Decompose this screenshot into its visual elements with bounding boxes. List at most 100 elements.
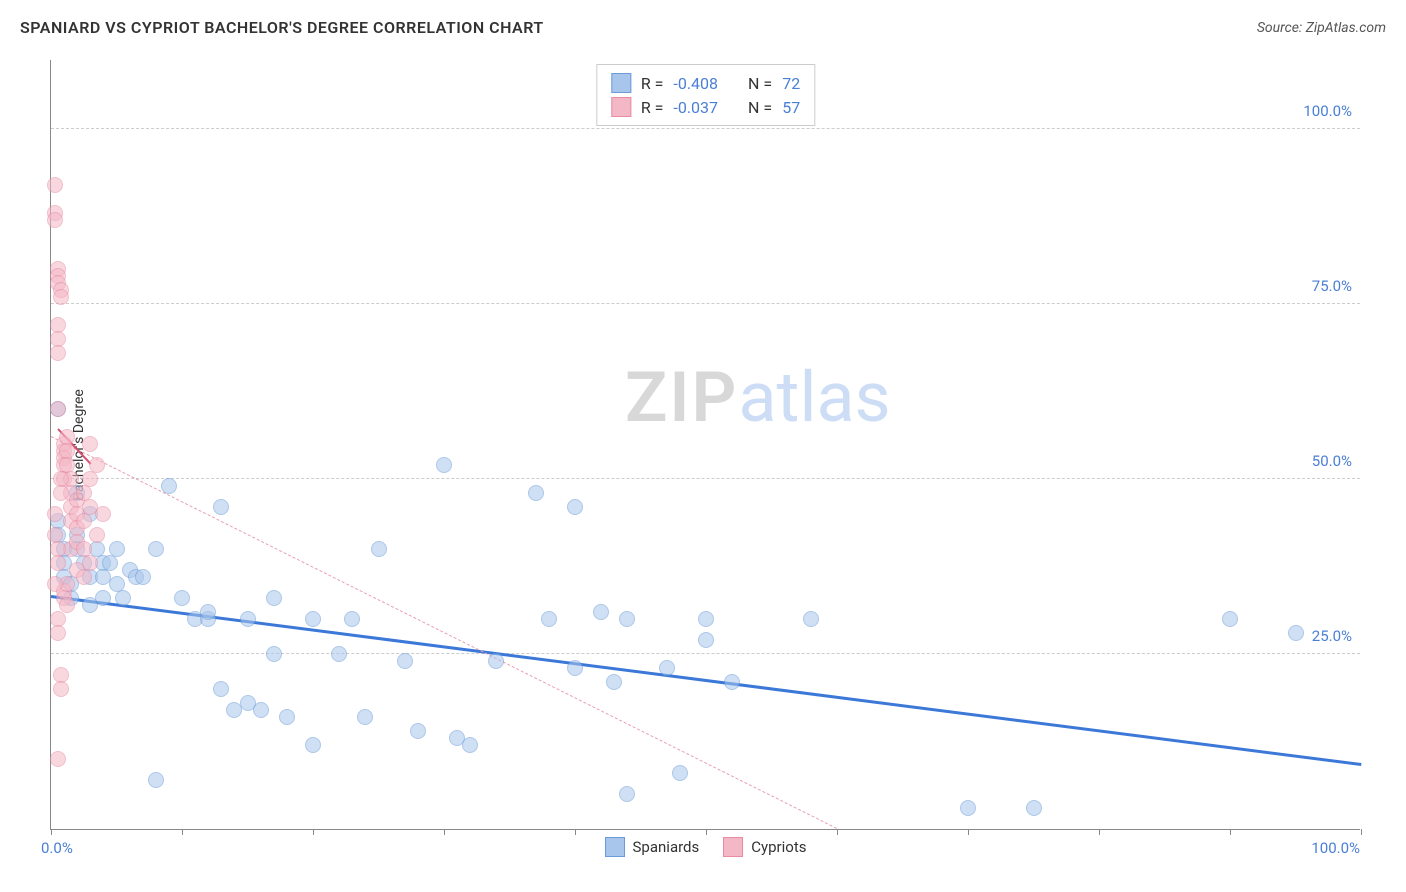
data-point (1288, 625, 1304, 641)
data-point (50, 345, 66, 361)
data-point (724, 674, 740, 690)
data-point (541, 611, 557, 627)
data-point (659, 660, 675, 676)
data-point (619, 611, 635, 627)
data-point (47, 177, 63, 193)
data-point (213, 499, 229, 515)
data-point (397, 653, 413, 669)
data-point (305, 611, 321, 627)
data-point (488, 653, 504, 669)
data-point (213, 681, 229, 697)
grid-line (51, 303, 1360, 304)
watermark: ZIPatlas (625, 357, 891, 439)
data-point (279, 709, 295, 725)
data-point (95, 506, 111, 522)
data-point (89, 457, 105, 473)
data-point (82, 555, 98, 571)
data-point (102, 555, 118, 571)
x-tick (1230, 829, 1231, 835)
data-point (50, 751, 66, 767)
data-point (76, 569, 92, 585)
watermark-zip: ZIP (625, 357, 738, 439)
data-point (95, 590, 111, 606)
chart-header: SPANIARD VS CYPRIOT BACHELOR'S DEGREE CO… (20, 18, 1386, 37)
x-axis-max-label: 100.0% (1311, 839, 1360, 857)
data-point (698, 632, 714, 648)
x-tick (706, 829, 707, 835)
data-point (50, 555, 66, 571)
data-point (593, 604, 609, 620)
data-point (803, 611, 819, 627)
data-point (371, 541, 387, 557)
data-point (698, 611, 714, 627)
legend-item: Spaniards (605, 837, 700, 857)
data-point (567, 499, 583, 515)
data-point (53, 681, 69, 697)
data-point (50, 625, 66, 641)
data-point (266, 646, 282, 662)
legend-item: Cypriots (723, 837, 806, 857)
data-point (50, 401, 66, 417)
x-tick (968, 829, 969, 835)
stat-r-value: -0.037 (673, 98, 718, 117)
data-point (528, 485, 544, 501)
data-point (960, 800, 976, 816)
data-point (47, 576, 63, 592)
data-point (344, 611, 360, 627)
data-point (115, 590, 131, 606)
data-point (253, 702, 269, 718)
stat-n-value: 72 (782, 74, 800, 93)
data-point (148, 772, 164, 788)
y-tick-label: 25.0% (1312, 627, 1352, 645)
data-point (148, 541, 164, 557)
data-point (567, 660, 583, 676)
scatter-plot-area: Bachelor's Degree ZIPatlas 0.0% 100.0% R… (50, 60, 1360, 830)
x-tick (575, 829, 576, 835)
correlation-stats-box: R =-0.408N =72 R = -0.037 N = 57 (596, 64, 815, 126)
x-axis-min-label: 0.0% (41, 839, 73, 857)
data-point (240, 611, 256, 627)
y-tick-label: 50.0% (1312, 452, 1352, 470)
data-point (47, 212, 63, 228)
grid-line (51, 478, 1360, 479)
data-point (619, 786, 635, 802)
data-point (53, 485, 69, 501)
data-point (410, 723, 426, 739)
data-point (89, 527, 105, 543)
series-swatch (611, 97, 631, 117)
data-point (606, 674, 622, 690)
data-point (47, 506, 63, 522)
data-point (305, 737, 321, 753)
stat-r-label: R = (641, 98, 664, 117)
y-tick-label: 75.0% (1312, 277, 1352, 295)
x-tick (1099, 829, 1100, 835)
data-point (135, 569, 151, 585)
x-tick (182, 829, 183, 835)
legend-label: Spaniards (633, 838, 700, 856)
data-point (76, 513, 92, 529)
stat-n-value: 57 (782, 98, 800, 117)
grid-line (51, 128, 1360, 129)
stats-row: R =-0.408N =72 (611, 71, 800, 95)
data-point (462, 737, 478, 753)
data-point (357, 709, 373, 725)
series-legend: Spaniards Cypriots (605, 837, 807, 857)
data-point (436, 457, 452, 473)
x-tick (1361, 829, 1362, 835)
data-point (53, 289, 69, 305)
data-point (1222, 611, 1238, 627)
legend-swatch (605, 837, 625, 857)
data-point (109, 541, 125, 557)
stat-n-label: N = (748, 98, 772, 117)
x-tick (51, 829, 52, 835)
source-attribution: Source: ZipAtlas.com (1257, 20, 1386, 36)
data-point (161, 478, 177, 494)
x-tick (313, 829, 314, 835)
x-tick (444, 829, 445, 835)
data-point (1026, 800, 1042, 816)
data-point (82, 471, 98, 487)
grid-line (51, 653, 1360, 654)
data-point (200, 604, 216, 620)
legend-swatch (723, 837, 743, 857)
data-point (174, 590, 190, 606)
